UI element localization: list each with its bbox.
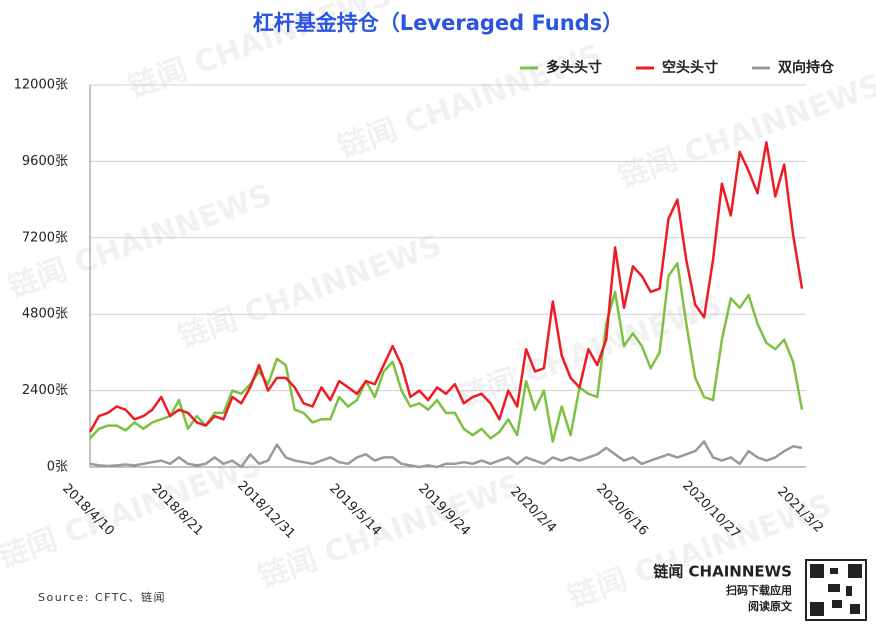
x-tick-label: 2020/6/16: [593, 481, 651, 539]
y-tick-label: 4800张: [22, 307, 68, 322]
qr-code: [805, 559, 867, 621]
x-tick-label: 2018/12/31: [234, 478, 298, 542]
legend-label: 空头头寸: [662, 59, 718, 76]
y-tick-label: 7200张: [22, 230, 68, 245]
y-tick-label: 12000张: [14, 78, 68, 93]
watermark: 链闻 CHAINNEWS: [174, 228, 447, 356]
series-line: [89, 262, 804, 443]
chart-title: 杠杆基金持仓（Leveraged Funds）: [253, 11, 623, 35]
watermark: 链闻 CHAINNEWS: [614, 68, 876, 196]
legend-label: 多头头寸: [546, 59, 602, 76]
y-tick-label: 9600张: [22, 154, 68, 169]
y-tick-label: 2400张: [22, 383, 68, 398]
y-tick-label: 0张: [47, 460, 68, 475]
series-line: [88, 141, 804, 433]
qr-caption: 阅读原文: [748, 599, 793, 613]
x-tick-label: 2020/2/4: [507, 484, 559, 536]
qr-caption: 扫码下载应用: [726, 583, 792, 597]
source-note: Source: CFTC、链闻: [38, 590, 166, 604]
series-line: [89, 440, 803, 469]
logo: 链闻 CHAINNEWS: [653, 563, 792, 581]
legend-label: 双向持仓: [778, 59, 835, 76]
watermark: 链闻 CHAINNEWS: [334, 38, 607, 166]
legend: 多头头寸 空头头寸 双向持仓: [520, 59, 835, 76]
